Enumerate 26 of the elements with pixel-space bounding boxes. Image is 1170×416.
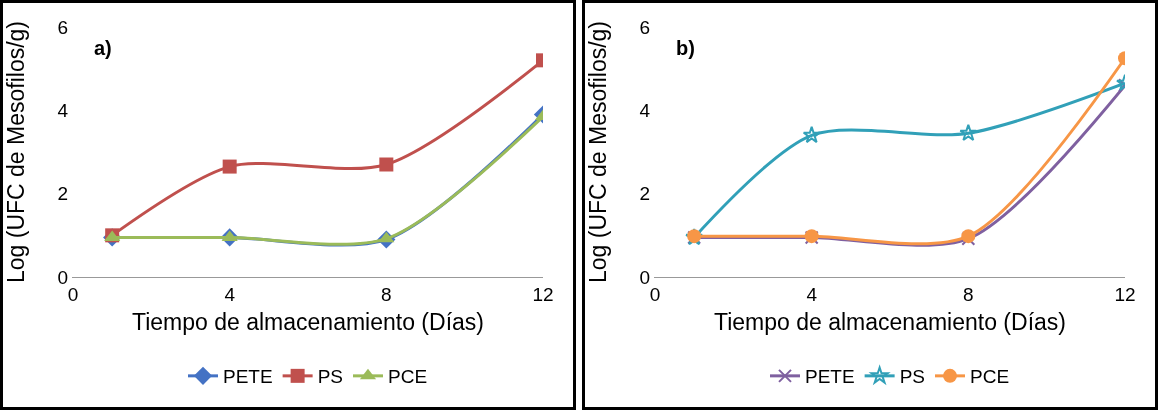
x-tick-label: 4 (806, 283, 818, 305)
x-tick-label: 8 (963, 283, 974, 305)
legend-label: PETE (223, 366, 273, 388)
y-tick-label: 0 (57, 266, 69, 288)
y-tick-label: 4 (639, 99, 651, 121)
y-tick-label: 2 (639, 183, 651, 205)
annotation: a) (94, 37, 112, 59)
y-tick-label: 0 (639, 266, 651, 288)
x-axis-title: Tiempo de almacenamiento (Días) (132, 309, 484, 336)
legend-label: PETE (805, 366, 855, 388)
legend-label: PS (899, 366, 925, 388)
x-tick-label: 4 (224, 283, 236, 305)
x-tick-label: 8 (381, 283, 392, 305)
x-tick-label: 12 (1114, 283, 1136, 305)
legend-label: PCE (387, 366, 428, 388)
y-tick-label: 6 (57, 16, 69, 38)
y-axis-title: Log (UFC de Mesofilos/g) (3, 20, 29, 284)
y-axis-title: Log (UFC de Mesofilos/g) (585, 20, 611, 284)
x-tick-label: 12 (532, 283, 554, 305)
y-tick-label: 6 (639, 16, 651, 38)
legend-label: PCE (969, 366, 1010, 388)
annotation: b) (676, 37, 695, 59)
y-tick-label: 2 (57, 183, 69, 205)
x-axis-title: Tiempo de almacenamiento (Días) (714, 309, 1066, 336)
y-tick-label: 4 (57, 99, 69, 121)
legend-label: PS (317, 366, 343, 388)
